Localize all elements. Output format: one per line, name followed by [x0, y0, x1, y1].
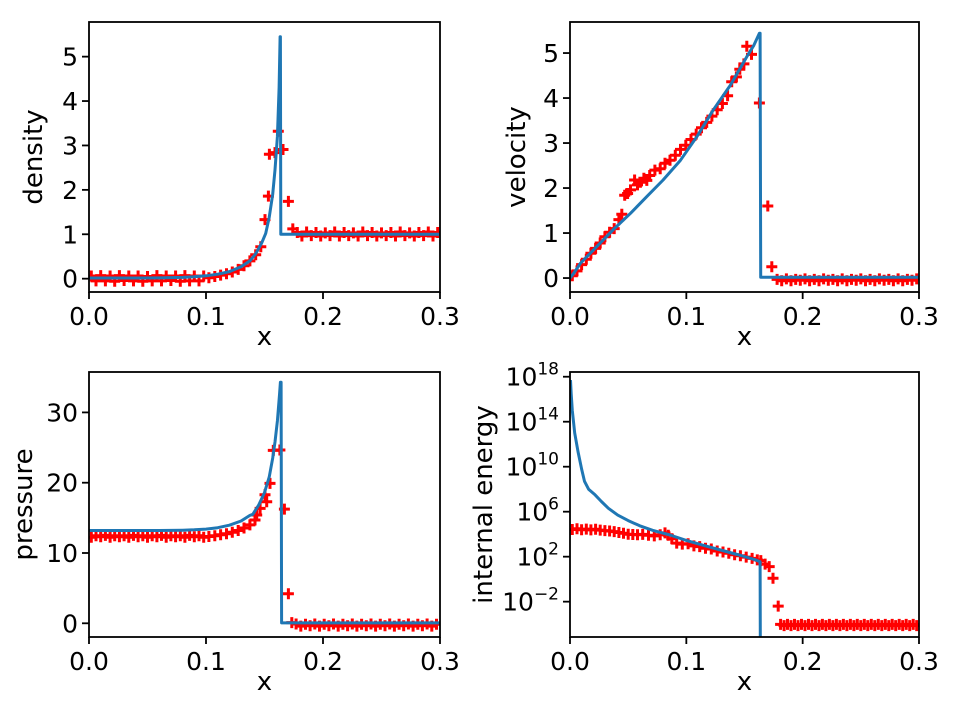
x-tick-label: 0.0: [69, 302, 109, 331]
x-axis-ticks: 0.0 0.1 0.2 0.3: [69, 637, 460, 676]
x-tick-label: 0.1: [186, 647, 226, 676]
x-tick-label: 0.2: [783, 647, 823, 676]
y-axis-label: density: [19, 109, 49, 204]
plot-area: [570, 380, 919, 637]
y-tick-label: 10: [46, 539, 78, 568]
analytic-curve: [570, 380, 762, 637]
x-axis-label: x: [737, 322, 752, 352]
axes-frame: [569, 21, 920, 293]
axes-frame: [569, 371, 920, 638]
y-tick-label: 0: [543, 264, 559, 293]
x-tick-label: 0.0: [550, 302, 590, 331]
y-tick-label: 1: [62, 220, 78, 249]
y-tick-label: 1014: [506, 405, 559, 437]
y-tick-label: 20: [46, 469, 78, 498]
simulation-markers: [570, 523, 919, 632]
analytic-curve: [570, 31, 919, 280]
y-axis-ticks: 10−2 102 106 1010 1014 1018: [502, 360, 570, 617]
simulation-markers: [89, 444, 440, 632]
y-tick-label: 3: [543, 129, 559, 158]
subplot-internal-energy: 0.0 0.1 0.2 0.3 10−2 102 106 1010 1014 1018 x inter…: [469, 360, 939, 697]
analytic-curve: [89, 380, 440, 625]
y-tick-label: 5: [62, 43, 78, 72]
x-tick-label: 0.2: [303, 302, 343, 331]
y-axis-ticks: 0 10 20 30: [46, 398, 89, 638]
subplot-pressure: 0.0 0.1 0.2 0.3 0 10 20 30 x pressure: [9, 371, 460, 697]
x-tick-label: 0.2: [783, 302, 823, 331]
y-tick-label: 4: [543, 84, 559, 113]
subplot-velocity: 0.0 0.1 0.2 0.3 0 1 2 3 4 5 x velocity: [502, 21, 939, 352]
x-tick-label: 0.1: [186, 302, 226, 331]
plot-area: [89, 35, 440, 287]
y-tick-label: 2: [62, 176, 78, 205]
y-axis-label: internal energy: [469, 405, 499, 604]
y-tick-label: 10−2: [502, 585, 559, 617]
y-tick-label: 1: [543, 219, 559, 248]
plot-area: [89, 380, 440, 632]
x-tick-label: 0.0: [69, 647, 109, 676]
y-tick-label: 2: [543, 174, 559, 203]
y-tick-label: 3: [62, 131, 78, 160]
y-tick-label: 30: [46, 398, 78, 427]
axes-frame: [88, 21, 441, 293]
x-tick-label: 0.3: [420, 302, 460, 331]
x-axis-ticks: 0.0 0.1 0.2 0.3: [550, 292, 939, 331]
y-axis-label: pressure: [9, 448, 39, 560]
x-axis-label: x: [257, 322, 272, 352]
x-axis-label: x: [737, 667, 752, 697]
x-axis-label: x: [257, 667, 272, 697]
simulation-markers: [89, 125, 440, 287]
y-tick-label: 102: [516, 540, 559, 572]
y-axis-ticks: 0 1 2 3 4 5: [62, 43, 89, 294]
x-axis-ticks: 0.0 0.1 0.2 0.3: [69, 292, 460, 331]
y-tick-label: 106: [516, 495, 559, 527]
y-tick-label: 5: [543, 39, 559, 68]
x-tick-label: 0.3: [420, 647, 460, 676]
simulation-markers: [570, 40, 919, 287]
axes-frame: [88, 371, 441, 638]
plot-area: [570, 31, 919, 287]
x-tick-label: 0.3: [899, 302, 939, 331]
x-tick-label: 0.2: [303, 647, 343, 676]
y-axis-label: velocity: [502, 106, 532, 208]
x-tick-label: 0.1: [666, 647, 706, 676]
y-tick-label: 4: [62, 87, 78, 116]
y-axis-ticks: 0 1 2 3 4 5: [543, 39, 570, 293]
x-tick-label: 0.1: [666, 302, 706, 331]
y-tick-label: 0: [62, 609, 78, 638]
y-tick-label: 1010: [506, 450, 559, 482]
y-tick-label: 1018: [506, 360, 559, 392]
x-tick-label: 0.0: [550, 647, 590, 676]
subplot-density: 0.0 0.1 0.2 0.3 0 1 2 3 4 5 x density: [19, 21, 460, 352]
analytic-curve: [89, 35, 440, 280]
y-tick-label: 0: [62, 265, 78, 294]
x-axis-ticks: 0.0 0.1 0.2 0.3: [550, 637, 939, 676]
x-tick-label: 0.3: [899, 647, 939, 676]
